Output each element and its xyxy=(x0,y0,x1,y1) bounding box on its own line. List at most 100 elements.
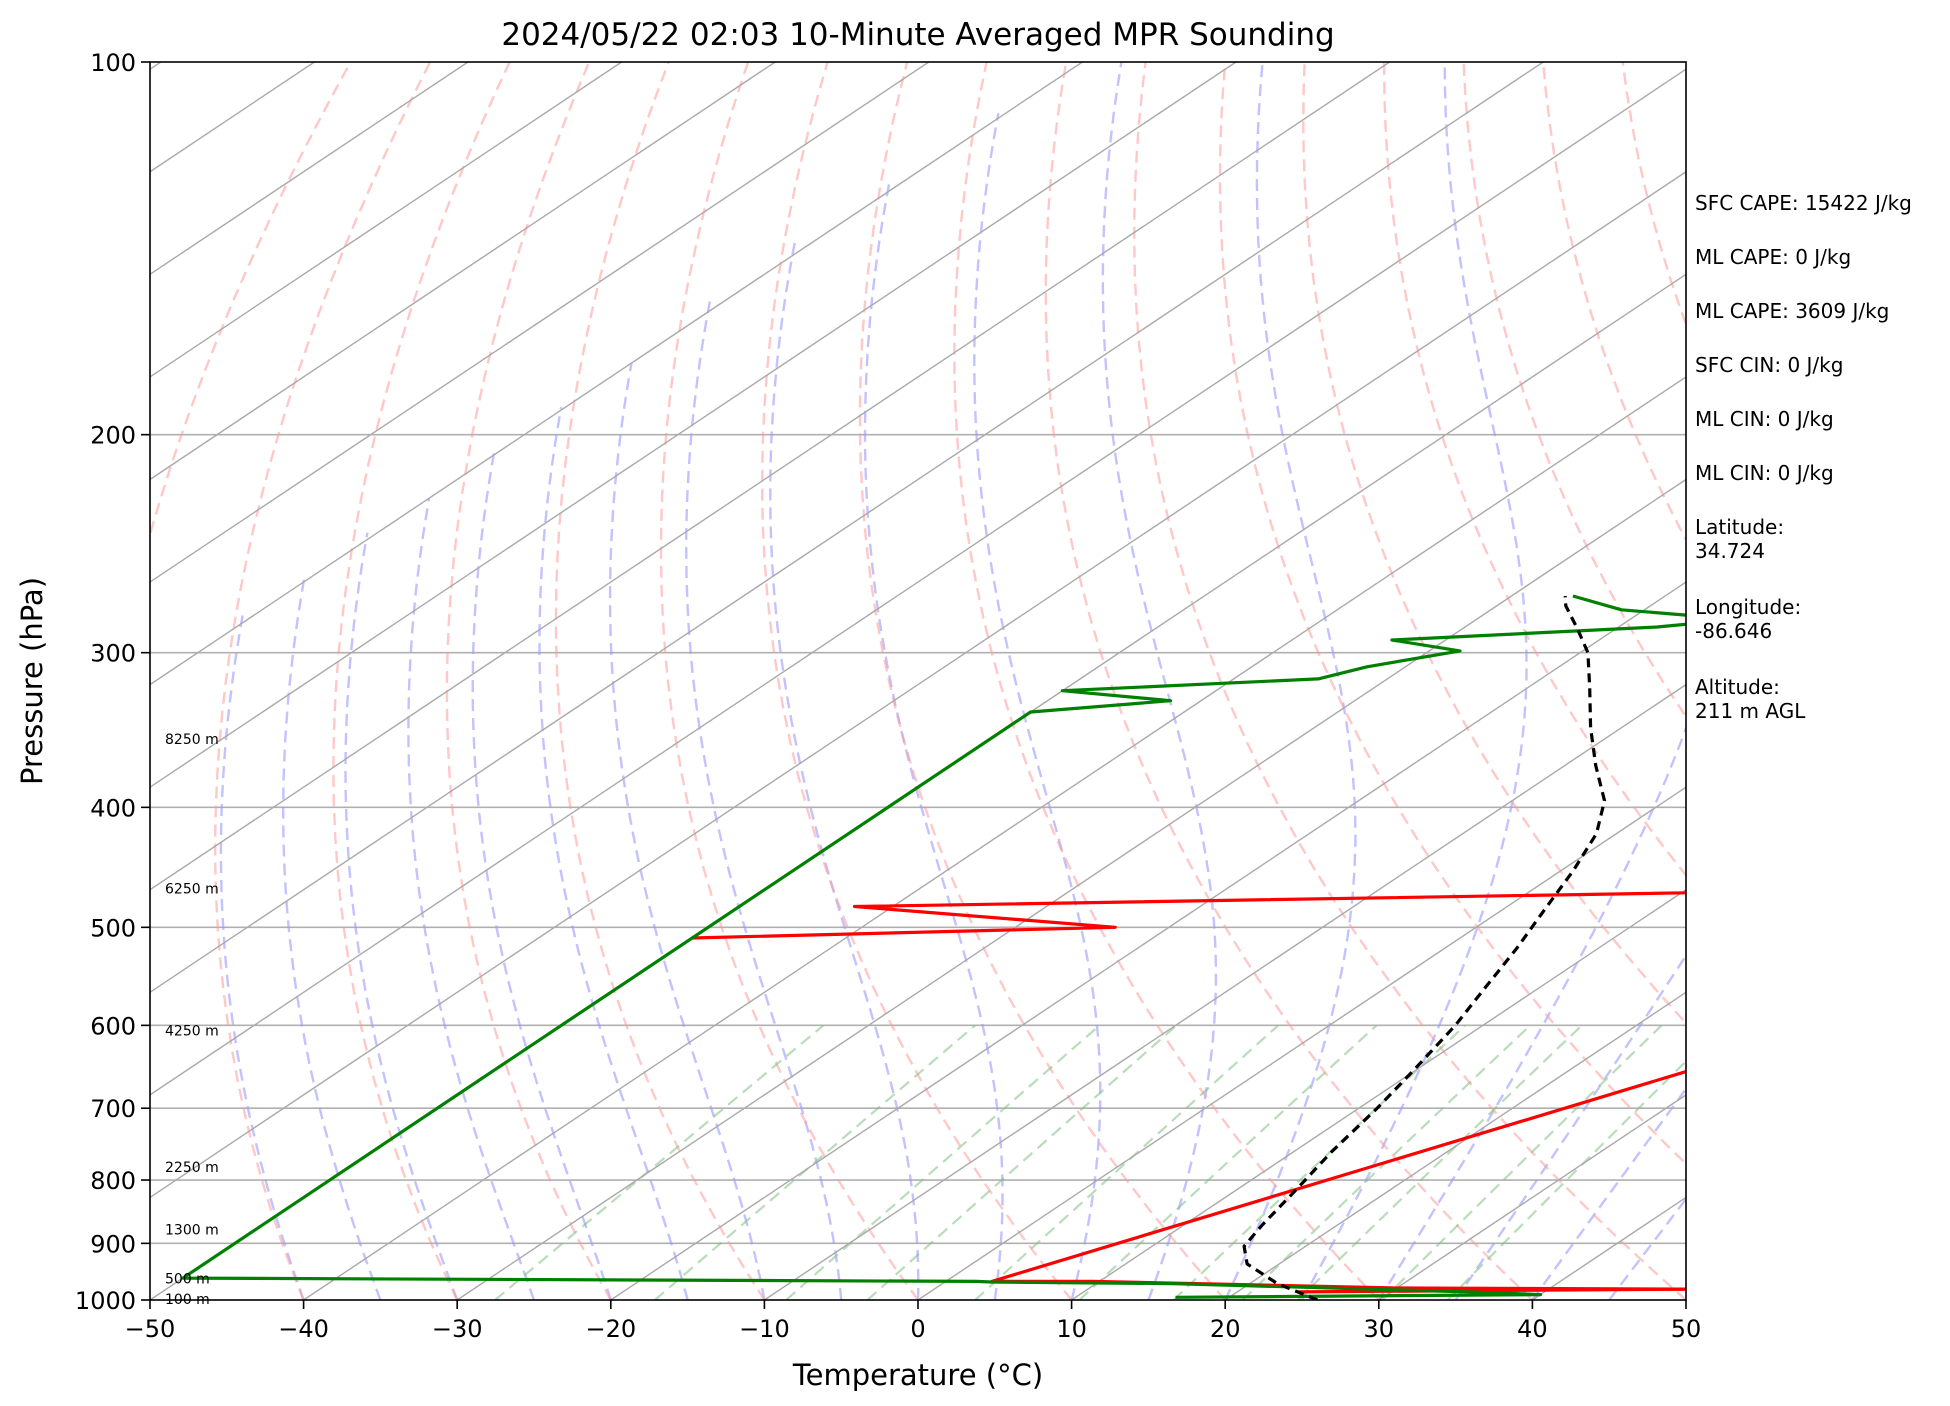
mixing-ratio-line xyxy=(654,1024,976,1300)
isotherm-line xyxy=(150,62,469,276)
x-tick-label: −50 xyxy=(125,1315,176,1343)
moist-adiabat xyxy=(1101,62,1218,1300)
sounding-parameter-line: Latitude: xyxy=(1695,515,1784,539)
dry-adiabat xyxy=(858,62,1227,1300)
y-axis-label: Pressure (hPa) xyxy=(15,577,49,785)
dry-adiabat xyxy=(760,62,1073,1300)
dry-adiabats xyxy=(150,62,1686,1300)
moist-adiabat xyxy=(1454,953,1686,1300)
height-label: 2250 m xyxy=(165,1160,219,1176)
sounding-parameter-line: ML CIN: 0 J/kg xyxy=(1695,461,1834,485)
dry-adiabat xyxy=(213,62,432,1300)
sounding-parameter: ML CAPE: 0 J/kg xyxy=(1695,245,1851,269)
isotherm-line xyxy=(150,62,1390,891)
x-tick-label: −20 xyxy=(585,1315,636,1343)
height-label: 4250 m xyxy=(165,1024,219,1040)
isotherm-line xyxy=(764,683,1686,1300)
isotherm-line xyxy=(610,581,1686,1300)
sounding-parameters: SFC CAPE: 15422 J/kg ML CAPE: 0 J/kg ML CA… xyxy=(1695,191,1912,723)
y-tick-label: 900 xyxy=(90,1230,136,1258)
mixing-ratio-line xyxy=(1381,1024,1663,1300)
plot-area xyxy=(150,62,1686,1300)
mixing-ratio-line xyxy=(1078,1024,1378,1300)
x-tick-label: −10 xyxy=(739,1315,790,1343)
sounding-parameter: SFC CAPE: 15422 J/kg xyxy=(1695,191,1912,215)
isotherm-line xyxy=(150,68,1686,1096)
isotherm-line xyxy=(303,376,1686,1300)
sounding-parameter: SFC CIN: 0 J/kg xyxy=(1695,353,1843,377)
isotherm-line xyxy=(456,478,1686,1300)
height-label: 6250 m xyxy=(165,881,219,897)
x-axis-label: Temperature (°C) xyxy=(792,1358,1043,1392)
height-label: 500 m xyxy=(165,1272,210,1288)
sounding-parameter-line: ML CIN: 0 J/kg xyxy=(1695,407,1834,431)
sounding-parameter-line: ML CAPE: 0 J/kg xyxy=(1695,245,1851,269)
dry-adiabat xyxy=(445,62,612,1300)
sounding-parameter-line: 211 m AGL xyxy=(1695,699,1806,723)
height-labels: 8250 m 6250 m 4250 m 2250 m 1300 m 500 m 100 m xyxy=(165,732,219,1308)
moist-adiabat xyxy=(344,532,459,1300)
isobar-gridlines xyxy=(150,433,1686,1245)
x-tick-label: 0 xyxy=(910,1315,925,1343)
sounding-parameter-line: SFC CAPE: 15422 J/kg xyxy=(1695,191,1912,215)
dry-adiabat xyxy=(1621,62,1686,328)
parcel-profile-line xyxy=(1242,595,1607,1300)
sounding-parameter-line: SFC CIN: 0 J/kg xyxy=(1695,353,1843,377)
dry-adiabat xyxy=(659,62,919,1300)
isotherm-line xyxy=(150,62,1083,686)
moist-adiabat xyxy=(684,297,843,1300)
chart-title: 2024/05/22 02:03 10-Minute Averaged MPR … xyxy=(501,17,1334,53)
sounding-parameter-line: -86.646 xyxy=(1695,619,1772,643)
sounding-parameter: Latitude: 34.724 xyxy=(1695,515,1784,563)
isotherm-line xyxy=(150,62,1544,994)
y-tick-label: 100 xyxy=(90,49,136,77)
isotherm-line xyxy=(1071,888,1686,1300)
isotherm-line xyxy=(1224,991,1686,1300)
sounding-parameter: ML CAPE: 3609 J/kg xyxy=(1695,299,1889,323)
sounding-parameter-line: ML CAPE: 3609 J/kg xyxy=(1695,299,1889,323)
dewpoint-profile-line xyxy=(181,594,1686,1299)
height-label: 8250 m xyxy=(165,732,219,748)
isotherm-line xyxy=(150,62,776,481)
sounding-parameter-line: 34.724 xyxy=(1695,539,1765,563)
mixing-ratio-lines xyxy=(494,1024,1686,1300)
isotherm-line xyxy=(150,62,622,378)
isotherms xyxy=(150,62,1686,1300)
sounding-profiles xyxy=(181,594,1686,1300)
moist-adiabat xyxy=(1300,62,1528,1300)
moist-adiabat xyxy=(219,615,305,1300)
sounding-parameter-line: Altitude: xyxy=(1695,675,1780,699)
x-tick-label: 50 xyxy=(1671,1315,1702,1343)
moist-adiabat xyxy=(1377,62,1686,1300)
mixing-ratio-line xyxy=(494,1024,825,1300)
sounding-parameter: Altitude: 211 m AGL xyxy=(1695,675,1806,723)
x-tick-label: −40 xyxy=(278,1315,329,1343)
x-axis-ticks: −50 −40 −30 −20 −10 0 10 20 30 40 50 xyxy=(125,1300,1702,1343)
y-tick-label: 1000 xyxy=(75,1287,136,1315)
y-tick-label: 400 xyxy=(90,794,136,822)
moist-adiabat xyxy=(863,181,1004,1300)
y-tick-label: 700 xyxy=(90,1095,136,1123)
x-tick-label: 10 xyxy=(1056,1315,1087,1343)
isotherm-line xyxy=(150,170,1686,1199)
dry-adiabat xyxy=(554,62,766,1300)
moist-adiabat xyxy=(1224,62,1357,1300)
dry-adiabat xyxy=(1218,62,1686,1166)
isotherm-line xyxy=(150,62,930,583)
moist-adiabat xyxy=(973,112,1102,1300)
y-tick-label: 300 xyxy=(90,640,136,668)
y-tick-label: 500 xyxy=(90,914,136,942)
dry-adiabat xyxy=(1382,62,1686,878)
moist-adiabat xyxy=(769,242,920,1300)
sounding-parameter-line: Longitude: xyxy=(1695,595,1801,619)
x-tick-label: 40 xyxy=(1517,1315,1548,1343)
y-tick-label: 200 xyxy=(90,422,136,450)
sounding-parameter: ML CIN: 0 J/kg xyxy=(1695,461,1834,485)
sounding-parameter: Longitude: -86.646 xyxy=(1695,595,1801,643)
sounding-parameter: ML CIN: 0 J/kg xyxy=(1695,407,1834,431)
isotherm-line xyxy=(150,62,1237,789)
y-tick-label: 600 xyxy=(90,1012,136,1040)
dry-adiabat xyxy=(1133,62,1686,1300)
mixing-ratio-line xyxy=(974,1024,1279,1300)
